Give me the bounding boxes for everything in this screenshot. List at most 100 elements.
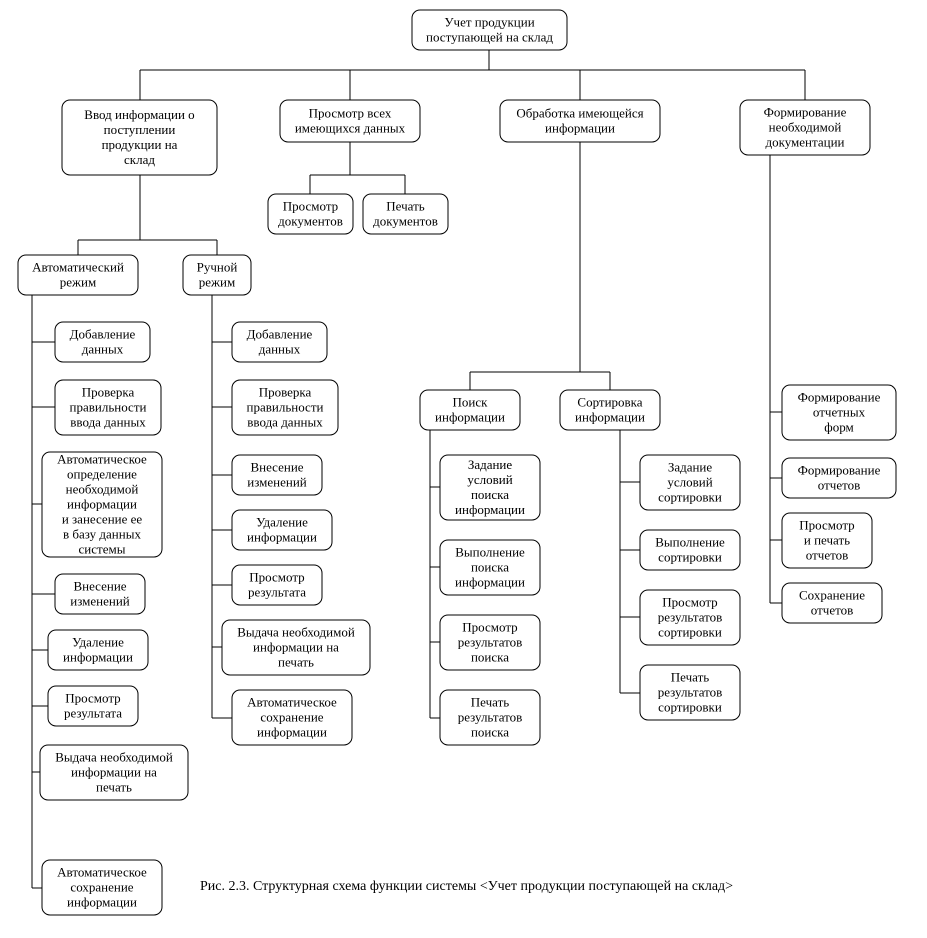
node-label: Обработка имеющейся — [516, 105, 643, 120]
node-label: необходимой — [769, 119, 842, 134]
node-label: продукции на — [102, 137, 178, 152]
node-label: Автоматическое — [247, 694, 337, 709]
node-label: изменений — [247, 474, 307, 489]
node-label: условий — [667, 474, 712, 489]
node-label: данных — [259, 341, 301, 356]
node-label: определение — [67, 466, 137, 481]
node-s3: Просмотррезультатовпоиска — [440, 615, 540, 670]
node-label: и печать — [804, 532, 850, 547]
node-label: режим — [60, 274, 96, 289]
node-label: документов — [373, 213, 438, 228]
node-search: Поискинформации — [420, 390, 520, 430]
node-label: Сохранение — [799, 587, 865, 602]
node-label: режим — [199, 274, 235, 289]
node-label: Печать — [471, 694, 509, 709]
node-a3: Автоматическоеопределениенеобходимойинфо… — [42, 451, 162, 557]
node-label: поиска — [471, 487, 509, 502]
hierarchy-diagram: Учет продукциипоступающей на склад Ввод и… — [0, 0, 927, 938]
node-label: информации — [455, 574, 525, 589]
node-label: форм — [824, 419, 853, 434]
node-label: Добавление — [247, 326, 313, 341]
node-label: Ручной — [197, 259, 238, 274]
node-label: Автоматическое — [57, 864, 147, 879]
node-label: Задание — [468, 457, 513, 472]
node-label: ввода данных — [70, 414, 146, 429]
node-label: результатов — [458, 634, 523, 649]
node-label: Просмотр — [283, 198, 338, 213]
node-label: печать — [96, 779, 132, 794]
node-label: Автоматическое — [57, 451, 147, 466]
node-b2b: Печатьдокументов — [363, 194, 448, 234]
node-label: Просмотр — [65, 690, 120, 705]
node-label: Просмотр — [799, 517, 854, 532]
node-f3: Просмотри печатьотчетов — [782, 513, 872, 568]
node-f2: Формированиеотчетов — [782, 458, 896, 498]
node-label: информации — [67, 496, 137, 511]
figure-caption: Рис. 2.3. Структурная схема функции сист… — [200, 879, 733, 894]
node-so2: Выполнениесортировки — [640, 530, 740, 570]
node-a1: Добавлениеданных — [55, 322, 150, 362]
node-f4: Сохранениеотчетов — [782, 583, 882, 623]
node-label: Удаление — [256, 514, 308, 529]
node-a5: Удалениеинформации — [48, 630, 148, 670]
node-label: результата — [248, 584, 306, 599]
node-label: Добавление — [70, 326, 136, 341]
node-label: печать — [278, 654, 314, 669]
node-label: Просмотр — [462, 619, 517, 634]
node-auto: Автоматическийрежим — [18, 255, 138, 295]
node-label: отчетов — [806, 547, 848, 562]
node-label: документов — [278, 213, 343, 228]
node-label: сортировки — [658, 699, 722, 714]
node-s2: Выполнениепоискаинформации — [440, 540, 540, 595]
node-label: в базу данных — [63, 526, 141, 541]
node-label: результатов — [658, 684, 723, 699]
node-label: имеющихся данных — [295, 120, 406, 135]
node-so3: Просмотррезультатовсортировки — [640, 590, 740, 645]
node-label: сохранение — [260, 709, 323, 724]
node-m1: Добавлениеданных — [232, 322, 327, 362]
node-label: Формирование — [764, 104, 847, 119]
node-label: отчетов — [818, 477, 860, 492]
node-label: отчетов — [811, 602, 853, 617]
node-label: результата — [64, 705, 122, 720]
node-label: Проверка — [259, 384, 312, 399]
node-a2: Проверкаправильностиввода данных — [55, 380, 161, 435]
node-label: Поиск — [453, 394, 489, 409]
node-label: Просмотр — [249, 569, 304, 584]
node-label: Проверка — [82, 384, 135, 399]
node-m3: Внесениеизменений — [232, 455, 322, 495]
node-label: сортировки — [658, 489, 722, 504]
node-label: документации — [765, 134, 844, 149]
node-sort: Сортировкаинформации — [560, 390, 660, 430]
node-b4: Формированиенеобходимойдокументации — [740, 100, 870, 155]
node-m6: Выдача необходимойинформации напечать — [222, 620, 370, 675]
node-f1: Формированиеотчетныхформ — [782, 385, 896, 440]
node-label: Удаление — [72, 634, 124, 649]
node-b2: Просмотр всехимеющихся данных — [280, 100, 420, 142]
node-label: сортировки — [658, 549, 722, 564]
node-so1: Заданиеусловийсортировки — [640, 455, 740, 510]
node-m4: Удалениеинформации — [232, 510, 332, 550]
node-m5: Просмотррезультата — [232, 565, 322, 605]
node-label: Сортировка — [577, 394, 642, 409]
node-label: и занесение ее — [62, 511, 143, 526]
node-label: Выполнение — [655, 534, 725, 549]
node-label: системы — [79, 541, 126, 556]
node-label: поиска — [471, 559, 509, 574]
node-label: информации — [435, 409, 505, 424]
node-label: изменений — [70, 593, 130, 608]
node-a7: Выдача необходимойинформации напечать — [40, 745, 188, 800]
node-label: Печать — [671, 669, 709, 684]
node-label: информации — [575, 409, 645, 424]
node-root: Учет продукциипоступающей на склад — [412, 10, 567, 50]
node-label: результатов — [458, 709, 523, 724]
node-label: отчетных — [813, 404, 866, 419]
node-label: Ввод информации о — [84, 107, 194, 122]
node-m7: Автоматическоесохранениеинформации — [232, 690, 352, 745]
node-b2a: Просмотрдокументов — [268, 194, 353, 234]
node-so4: Печатьрезультатовсортировки — [640, 665, 740, 720]
node-label: сохранение — [70, 879, 133, 894]
node-label: Выдача необходимой — [55, 749, 173, 764]
node-label: Учет продукции — [444, 14, 534, 29]
node-label: условий — [467, 472, 512, 487]
